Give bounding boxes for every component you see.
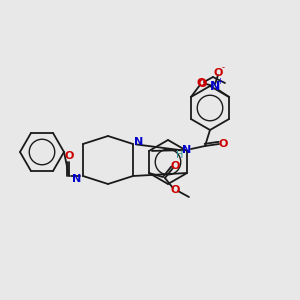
Text: N: N [134,137,144,147]
Text: O: O [170,185,180,195]
Text: +: + [217,77,224,86]
Text: H: H [176,150,184,160]
Text: N: N [210,80,220,94]
Text: O: O [170,161,180,171]
Text: O: O [64,151,74,161]
Text: O: O [213,68,223,78]
Text: -: - [222,64,225,73]
Text: O: O [196,78,206,88]
Text: O: O [197,79,207,89]
Text: O: O [218,139,228,149]
Text: N: N [72,174,82,184]
Text: N: N [182,145,192,155]
